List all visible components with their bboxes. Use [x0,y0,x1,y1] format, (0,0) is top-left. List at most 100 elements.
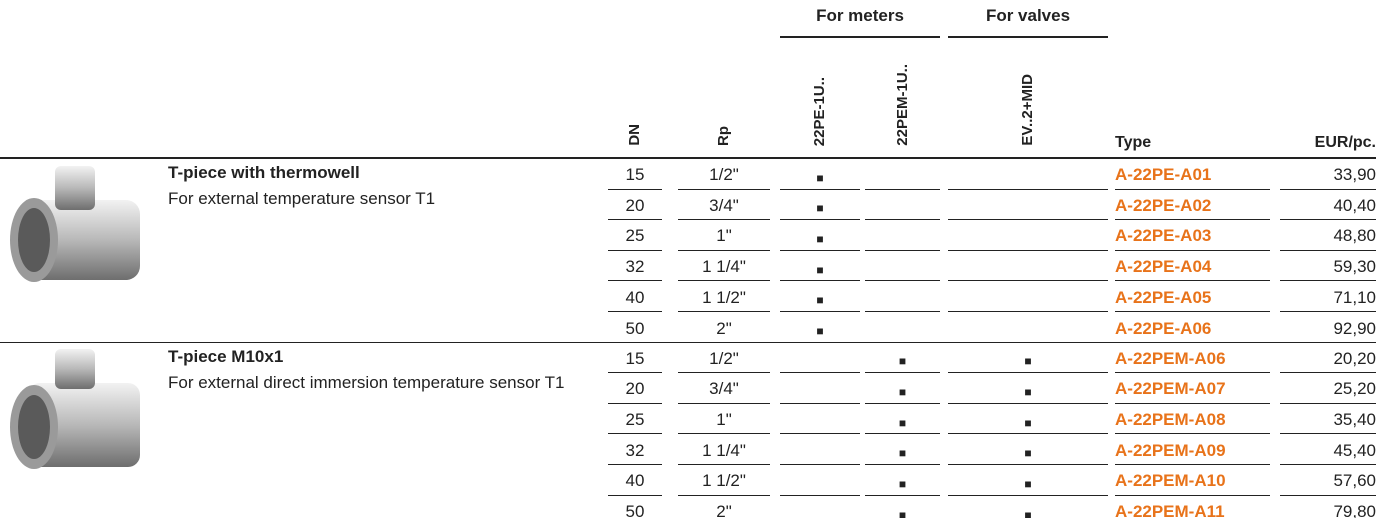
cell: A-22PE-A01 [1115,159,1270,190]
cell: 1 1/4" [678,251,770,282]
cell: 20,20 [1280,343,1376,374]
cell: A-22PE-A05 [1115,281,1270,312]
cell [865,312,940,343]
cell: A-22PE-A06 [1115,318,1212,338]
cell: ■ [865,373,940,404]
cell: ■ [865,465,940,496]
cell: 40,40 [1280,190,1376,221]
group-header: For valves [985,6,1071,25]
cell [865,281,940,312]
cell: ■ [780,190,860,221]
cell: ■ [948,343,1108,374]
group-rule [0,341,1376,343]
cell: 50 [625,502,645,518]
cell [780,465,860,496]
cell: ■ [865,343,940,374]
cell: 3/4" [678,190,770,221]
column-header: EV..2+MID [1019,74,1036,146]
cell [780,496,860,518]
cell: 32 [608,434,662,465]
product-description: For external direct immersion temperatur… [168,372,565,392]
cell: ■ [898,507,907,518]
cell: 15 [608,343,662,374]
cell: 25 [608,404,662,435]
cell [948,159,1108,190]
cell: ■ [865,434,940,465]
cell: 57,60 [1280,465,1376,496]
cell [948,312,1108,343]
cell: A-22PEM-A08 [1115,404,1270,435]
cell: 92,90 [1333,318,1376,338]
cell [780,404,860,435]
group-rule [780,36,940,38]
cell: 25 [608,220,662,251]
cell [780,373,860,404]
cell: 2" [716,502,732,518]
cell [948,190,1108,221]
cell: 25,20 [1280,373,1376,404]
cell [948,220,1108,251]
cell: ■ [780,159,860,190]
cell: ■ [780,281,860,312]
product-title: T-piece M10x1 [168,346,284,366]
cell: A-22PEM-A09 [1115,434,1270,465]
cell: 3/4" [678,373,770,404]
cell [865,251,940,282]
cell: 1/2" [678,159,770,190]
cell [780,343,860,374]
group-header: For meters [816,6,904,25]
cell: ■ [1024,507,1032,518]
cell: 1 1/4" [678,434,770,465]
cell: 79,80 [1333,502,1376,518]
cell: 2" [716,318,732,338]
column-header: 22PEM-1U.. [893,64,911,146]
group-rule [948,36,1108,38]
column-header: Rp [715,126,732,146]
cell: A-22PEM-A06 [1115,343,1270,374]
cell: 35,40 [1280,404,1376,435]
cell: ■ [865,404,940,435]
cell: 32 [608,251,662,282]
cell [948,281,1108,312]
cell [865,220,940,251]
cell: 15 [608,159,662,190]
cell: 1/2" [678,343,770,374]
column-header: Type [1115,134,1152,151]
cell [865,159,940,190]
cell: ■ [948,465,1108,496]
cell: A-22PEM-A11 [1115,502,1225,518]
cell: A-22PE-A02 [1115,190,1270,221]
product-image [10,166,140,282]
cell: 1" [678,404,770,435]
cell: ■ [780,251,860,282]
cell: A-22PE-A04 [1115,251,1270,282]
cell: 48,80 [1280,220,1376,251]
cell: 1 1/2" [678,465,770,496]
cell: 1" [678,220,770,251]
cell: A-22PEM-A10 [1115,465,1270,496]
product-title: T-piece with thermowell [168,163,360,182]
cell: A-22PE-A03 [1115,220,1270,251]
cell [865,190,940,221]
cell: 20 [608,373,662,404]
cell: 50 [625,318,645,338]
cell [780,434,860,465]
cell: 20 [608,190,662,221]
cell: 45,40 [1280,434,1376,465]
header-rule [0,157,1376,159]
column-header: EUR/pc. [1314,134,1376,151]
column-header: DN [626,124,643,146]
column-header: 22PE-1U.. [811,76,828,146]
cell: ■ [948,434,1108,465]
cell: A-22PEM-A07 [1115,373,1270,404]
cell: ■ [948,373,1108,404]
product-description: For external temperature sensor T1 [168,189,436,208]
product-image [10,349,140,469]
cell: ■ [780,220,860,251]
cell: 1 1/2" [678,281,770,312]
cell [948,251,1108,282]
cell: 40 [608,281,662,312]
cell: 71,10 [1280,281,1376,312]
cell: 33,90 [1280,159,1376,190]
